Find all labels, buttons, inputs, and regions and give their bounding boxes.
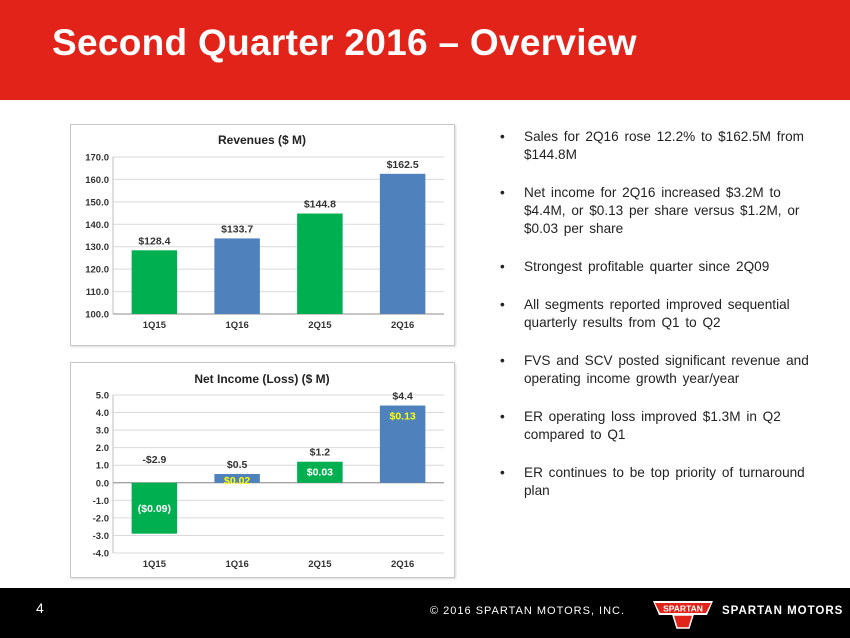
bullet-text: ER operating loss improved $1.3M in Q2 c… bbox=[524, 409, 781, 442]
bar bbox=[379, 405, 426, 483]
bullet-item: • Strongest profitable quarter since 2Q09 bbox=[496, 258, 816, 276]
bullet-item: • ER continues to be top priority of turn… bbox=[496, 464, 816, 500]
bar bbox=[379, 173, 426, 314]
bullet-text: All segments reported improved sequentia… bbox=[524, 297, 790, 330]
data-label: $1.2 bbox=[310, 447, 331, 459]
y-tick-label: 4.0 bbox=[96, 408, 109, 419]
spartan-logo: SPARTAN bbox=[653, 601, 713, 629]
bullet-text: Strongest profitable quarter since 2Q09 bbox=[524, 259, 770, 274]
y-tick-label: -2.0 bbox=[93, 513, 109, 524]
data-label: -$2.9 bbox=[142, 454, 166, 466]
header-banner: Second Quarter 2016 – Overview bbox=[0, 0, 850, 100]
bullet-marker: • bbox=[500, 297, 505, 312]
bullet-text: Sales for 2Q16 rose 12.2% to $162.5M fro… bbox=[524, 129, 804, 162]
y-tick-label: 160.0 bbox=[85, 175, 109, 186]
net-income-chart-svg: Net Income (Loss) ($ M) -4.0 -3.0 -2.0 -1.0 0… bbox=[93, 372, 444, 570]
bar bbox=[131, 482, 178, 534]
bullet-marker: • bbox=[500, 353, 505, 368]
bar bbox=[297, 213, 343, 314]
logo-text: SPARTAN bbox=[663, 604, 703, 614]
y-tick-label: 5.0 bbox=[96, 391, 109, 402]
bullet-list: • Sales for 2Q16 rose 12.2% to $162.5M fr… bbox=[496, 128, 816, 520]
y-tick-label: 0.0 bbox=[96, 478, 109, 489]
eps-label: ($0.09) bbox=[138, 503, 171, 515]
y-tick-label: 120.0 bbox=[85, 265, 109, 276]
data-label: $133.7 bbox=[221, 223, 253, 235]
net-income-chart: Net Income (Loss) ($ M) -4.0 -3.0 -2.0 -1.0 0… bbox=[70, 362, 455, 578]
bullet-marker: • bbox=[500, 129, 505, 144]
y-tick-label: 130.0 bbox=[85, 242, 109, 253]
data-label: $144.8 bbox=[304, 199, 336, 211]
bullet-item: • Sales for 2Q16 rose 12.2% to $162.5M fr… bbox=[496, 128, 816, 164]
revenue-chart: Revenues ($ M) 100.0 110.0 120.0 130.0 140.0 1… bbox=[70, 124, 455, 346]
copyright-text: © 2016 SPARTAN MOTORS, INC. bbox=[430, 605, 626, 617]
bullet-item: • All segments reported improved sequenti… bbox=[496, 296, 816, 332]
page-title: Second Quarter 2016 – Overview bbox=[52, 22, 637, 63]
y-tick-label: 100.0 bbox=[85, 310, 109, 321]
y-tick-label: -1.0 bbox=[93, 496, 109, 507]
y-tick-label: 2.0 bbox=[96, 443, 109, 454]
bullet-item: • FVS and SCV posted significant revenue … bbox=[496, 352, 816, 388]
x-tick-label: 2Q15 bbox=[308, 320, 332, 331]
bullet-marker: • bbox=[500, 465, 505, 480]
data-label: $128.4 bbox=[138, 235, 170, 247]
data-label: $0.5 bbox=[227, 459, 248, 471]
x-tick-label: 1Q15 bbox=[143, 559, 167, 570]
y-tick-label: 170.0 bbox=[85, 153, 109, 164]
eps-label: $0.02 bbox=[224, 475, 250, 487]
data-label: $162.5 bbox=[387, 159, 419, 171]
bullet-marker: • bbox=[500, 185, 505, 200]
y-tick-label: 110.0 bbox=[86, 287, 109, 298]
chart-title: Net Income (Loss) ($ M) bbox=[194, 372, 329, 386]
brand-name: SPARTAN MOTORS bbox=[722, 605, 844, 617]
x-tick-label: 2Q16 bbox=[391, 320, 414, 331]
bar bbox=[214, 238, 260, 314]
bar bbox=[297, 461, 343, 483]
bullet-marker: • bbox=[500, 409, 505, 424]
eps-label: $0.13 bbox=[389, 411, 415, 423]
bullet-marker: • bbox=[500, 259, 505, 274]
x-tick-label: 1Q15 bbox=[143, 320, 167, 331]
chart-title: Revenues ($ M) bbox=[218, 133, 306, 147]
footer-bar: 4 © 2016 SPARTAN MOTORS, INC. SPARTAN SP… bbox=[0, 588, 850, 638]
x-tick-label: 2Q16 bbox=[391, 559, 414, 570]
bullet-text: FVS and SCV posted significant revenue a… bbox=[524, 353, 809, 386]
y-tick-label: -4.0 bbox=[93, 549, 109, 560]
eps-label: $0.03 bbox=[307, 467, 333, 479]
bullet-item: • ER operating loss improved $1.3M in Q2 … bbox=[496, 408, 816, 444]
x-tick-label: 2Q15 bbox=[308, 559, 332, 570]
page-number: 4 bbox=[36, 600, 44, 616]
bullet-item: • Net income for 2Q16 increased $3.2M to … bbox=[496, 184, 816, 238]
x-tick-label: 1Q16 bbox=[226, 320, 249, 331]
data-label: $4.4 bbox=[392, 391, 413, 403]
bar bbox=[131, 250, 178, 314]
bar bbox=[214, 474, 260, 483]
y-tick-label: 150.0 bbox=[85, 197, 109, 208]
bullet-text: Net income for 2Q16 increased $3.2M to $… bbox=[524, 185, 800, 236]
y-tick-label: 140.0 bbox=[85, 220, 109, 231]
x-tick-label: 1Q16 bbox=[226, 559, 249, 570]
y-tick-label: 1.0 bbox=[96, 461, 109, 472]
y-tick-label: -3.0 bbox=[93, 531, 109, 542]
bullet-text: ER continues to be top priority of turna… bbox=[524, 465, 805, 498]
revenue-chart-svg: Revenues ($ M) 100.0 110.0 120.0 130.0 140.0 1… bbox=[85, 133, 444, 331]
y-tick-label: 3.0 bbox=[96, 426, 109, 437]
